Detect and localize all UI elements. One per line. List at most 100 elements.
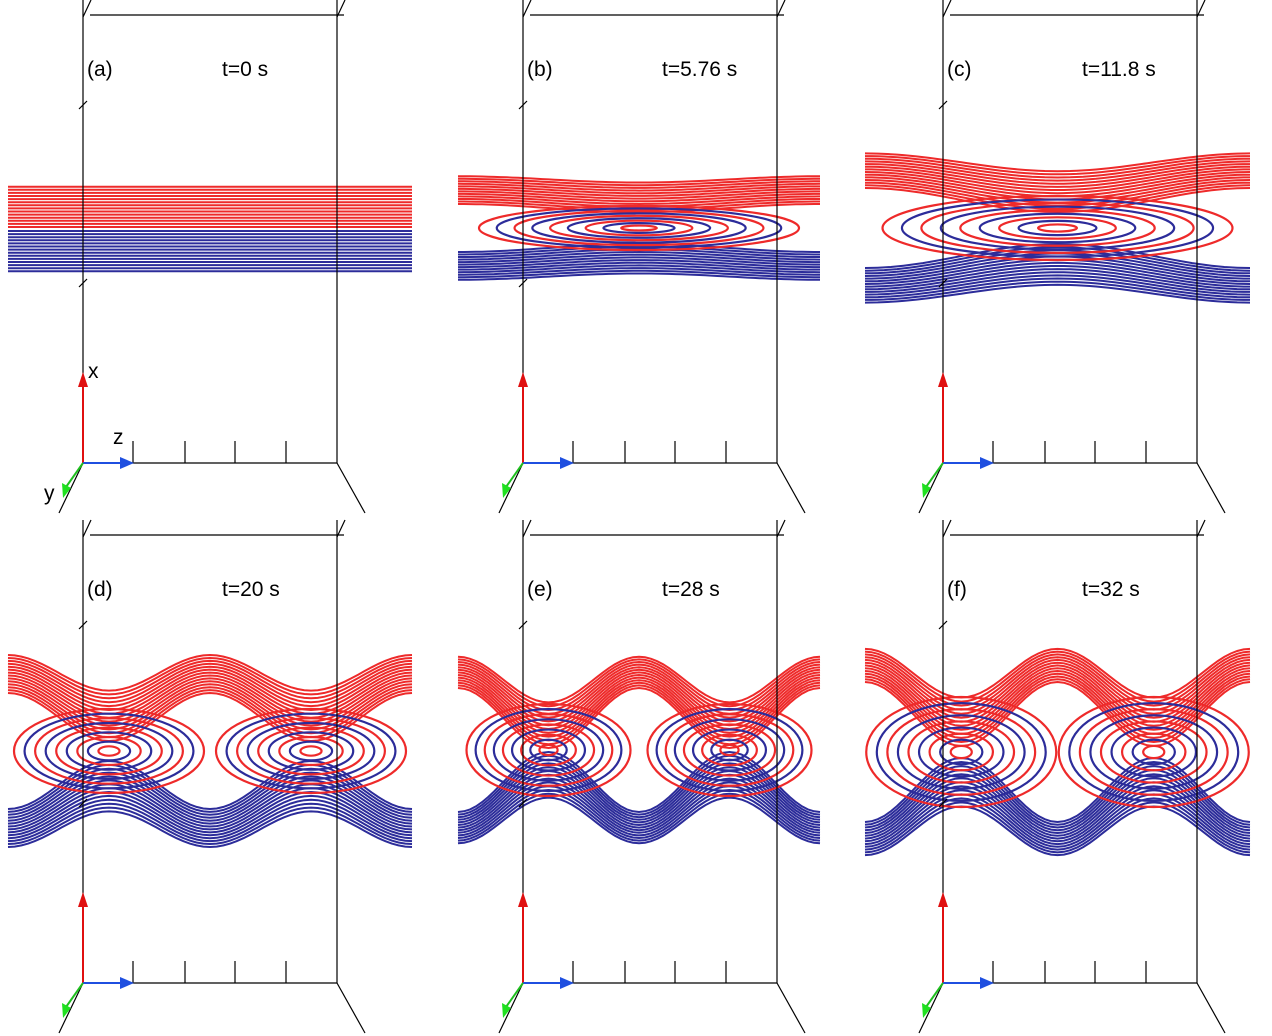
field-line (7, 798, 413, 840)
y-axis-head (502, 1003, 511, 1018)
axis-triad (502, 892, 574, 1018)
field-line (7, 794, 413, 837)
panel-label: (c) (947, 58, 972, 81)
field-line (7, 763, 413, 813)
magnetic-island (566, 217, 712, 239)
magnetic-island (267, 731, 355, 771)
field-line (457, 754, 821, 816)
field-line (864, 157, 1251, 179)
x-axis-head (78, 892, 88, 907)
panel: (d) t=20 s (7, 519, 413, 1034)
frame-line (518, 100, 528, 110)
field-line (7, 759, 413, 811)
magnetic-island (538, 743, 559, 757)
y-axis-arrow (505, 982, 524, 1008)
field-line (457, 785, 821, 837)
z-axis-head (980, 457, 994, 469)
field-line (457, 195, 821, 206)
panel-label: (d) (87, 578, 113, 601)
frame-line (776, 982, 806, 1034)
frame-line (518, 620, 528, 630)
field-line (7, 806, 413, 846)
magnetic-island (12, 707, 206, 795)
frame-line (336, 462, 366, 514)
frame-line (518, 278, 528, 288)
frame (918, 0, 1226, 514)
magnetic-island (483, 713, 614, 787)
axis-label: z (113, 426, 124, 449)
magnetic-island (900, 198, 1215, 258)
axis-triad (62, 372, 134, 498)
frame-line (82, 0, 92, 18)
field-line (457, 762, 821, 821)
panel-label: (e) (527, 578, 553, 601)
z-axis-head (120, 457, 134, 469)
panel-time: t=20 s (222, 578, 280, 601)
z-axis-head (980, 977, 994, 989)
field-line (864, 667, 1251, 727)
y-axis-arrow (65, 982, 84, 1008)
axis-triad (922, 892, 994, 1018)
panel: (b) t=5.76 s (457, 0, 821, 514)
magnetic-island (881, 194, 1234, 262)
magnetic-island (65, 731, 153, 771)
field-line (7, 656, 413, 696)
field-lines (457, 175, 821, 281)
frame-line (78, 620, 88, 630)
field-line (864, 274, 1251, 296)
field-line (7, 775, 413, 822)
field-line (864, 672, 1251, 735)
z-axis-head (120, 977, 134, 989)
magnetic-island (288, 740, 334, 762)
panel: (f) t=32 s (864, 519, 1251, 1034)
panel-label: (b) (527, 58, 553, 81)
frame-line (522, 519, 532, 538)
magnetic-island (1057, 695, 1250, 809)
magnetic-island (875, 702, 1047, 802)
panel-time: t=0 s (222, 58, 268, 81)
field-line (864, 777, 1251, 837)
frame-line (1196, 982, 1226, 1034)
field-line (458, 203, 820, 213)
field-line (864, 277, 1251, 299)
x-axis-head (938, 372, 948, 387)
magnetic-island (602, 222, 676, 234)
magnetic-island (236, 717, 386, 785)
panel-time: t=32 s (1082, 578, 1140, 601)
field-line (7, 771, 413, 819)
field-line (864, 184, 1251, 210)
field-line (865, 168, 1250, 191)
z-axis-head (560, 977, 574, 989)
field-line (864, 261, 1251, 285)
y-axis-arrow (65, 462, 84, 488)
field-line (864, 769, 1251, 832)
field-line (864, 171, 1251, 195)
field-line (458, 190, 820, 200)
magnetic-island (477, 204, 801, 252)
field-line (458, 243, 820, 253)
magnetic-island (896, 714, 1026, 790)
field-line (864, 773, 1251, 835)
field-line (864, 283, 1251, 304)
magnetic-island (86, 740, 132, 762)
magnetic-island (257, 726, 365, 776)
field-line (458, 175, 820, 184)
field-line (864, 187, 1251, 214)
frame-line (776, 462, 806, 514)
field-line (864, 242, 1251, 269)
field-line (457, 681, 821, 742)
field-line (7, 671, 413, 715)
field-line (7, 689, 413, 739)
axis-triad (922, 372, 994, 498)
field-line (7, 653, 413, 692)
field-line (457, 673, 821, 731)
field-line (458, 253, 820, 264)
magnetic-island (214, 707, 408, 795)
field-line (864, 656, 1251, 711)
field-line (864, 268, 1251, 291)
field-line (865, 271, 1250, 293)
panel-label: (f) (947, 578, 967, 601)
magnetic-island (998, 216, 1117, 240)
field-line (7, 790, 413, 834)
panel-time: t=28 s (662, 578, 720, 601)
